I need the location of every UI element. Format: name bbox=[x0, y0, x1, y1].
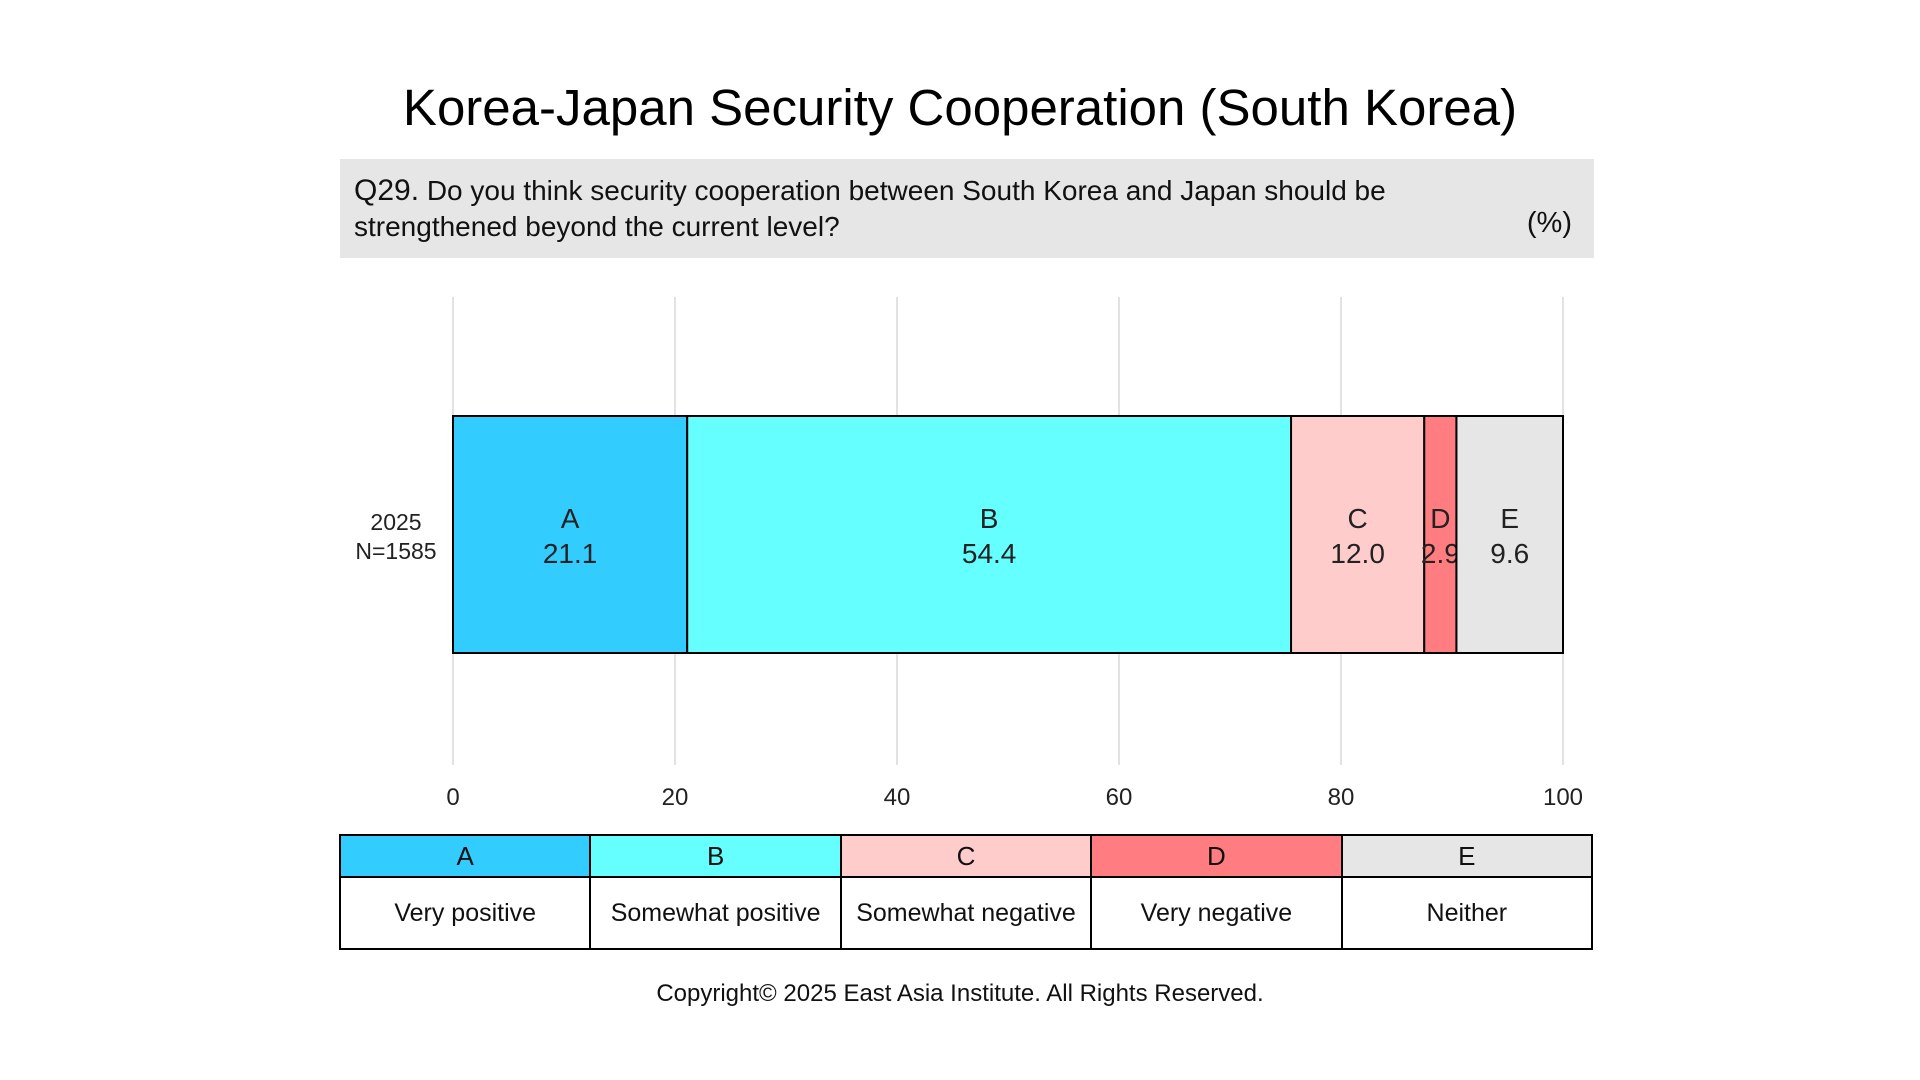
bar-segment-e bbox=[1455, 415, 1564, 654]
legend-item-c: C Somewhat negative bbox=[841, 836, 1093, 948]
segment-key-label: A bbox=[561, 503, 580, 534]
legend-item-e: E Neither bbox=[1342, 836, 1592, 948]
legend-key: B bbox=[591, 836, 840, 878]
question-text: Q29. Do you think security cooperation b… bbox=[354, 173, 1524, 245]
x-tick-label: 60 bbox=[1106, 784, 1133, 811]
bar-segment-c bbox=[1290, 415, 1426, 654]
legend-label: Very negative bbox=[1140, 898, 1293, 927]
legend-key: C bbox=[841, 836, 1091, 878]
data-label: 54.4 bbox=[962, 538, 1017, 569]
legend-table: A Very positive B Somewhat positive C Somewha… bbox=[339, 834, 1593, 950]
bar-segment-a bbox=[452, 415, 689, 654]
bar-segment-d bbox=[1423, 415, 1458, 654]
chart-title: Korea-Japan Security Cooperation (South … bbox=[402, 79, 1518, 136]
data-label: 9.6 bbox=[1490, 538, 1529, 569]
legend-label: Very positive bbox=[394, 898, 537, 927]
legend-key: A bbox=[341, 836, 590, 878]
question-body: Do you think security cooperation betwee… bbox=[354, 175, 1386, 242]
x-tick-label: 100 bbox=[1543, 784, 1583, 811]
copyright: Copyright© 2025 East Asia Institute. All… bbox=[656, 980, 1264, 1007]
legend-key: E bbox=[1342, 836, 1592, 878]
category-label: N=1585 bbox=[355, 538, 436, 564]
bar-segment-b bbox=[686, 415, 1293, 654]
segment-key-label: D bbox=[1430, 503, 1450, 534]
segment-key-label: E bbox=[1500, 503, 1519, 534]
x-tick-label: 0 bbox=[446, 784, 459, 811]
legend-label: Neither bbox=[1426, 898, 1508, 927]
x-tick-label: 40 bbox=[884, 784, 911, 811]
x-tick-label: 20 bbox=[662, 784, 689, 811]
x-tick-label: 80 bbox=[1328, 784, 1355, 811]
legend-label: Somewhat positive bbox=[610, 898, 821, 927]
category-label: 2025 bbox=[370, 509, 421, 535]
data-label: 12.0 bbox=[1330, 538, 1385, 569]
legend-key: D bbox=[1092, 836, 1341, 878]
legend-item-b: B Somewhat positive bbox=[591, 836, 842, 948]
question-box: Q29. Do you think security cooperation b… bbox=[340, 159, 1594, 258]
segment-key-label: C bbox=[1348, 503, 1368, 534]
legend-item-d: D Very negative bbox=[1092, 836, 1343, 948]
legend-item-a: A Very positive bbox=[341, 836, 592, 948]
question-number: Q29. bbox=[354, 174, 420, 207]
unit-label: (%) bbox=[1526, 207, 1572, 239]
data-label: 2.9 bbox=[1421, 538, 1460, 569]
stacked-bar-chart: 0 20 40 60 80 100 2025 N=1585 A 21.1 B 54.4 C 12.0 D 2.… bbox=[355, 297, 1583, 811]
legend-label: Somewhat negative bbox=[856, 898, 1076, 927]
data-label: 21.1 bbox=[543, 538, 598, 569]
segment-key-label: B bbox=[980, 503, 999, 534]
